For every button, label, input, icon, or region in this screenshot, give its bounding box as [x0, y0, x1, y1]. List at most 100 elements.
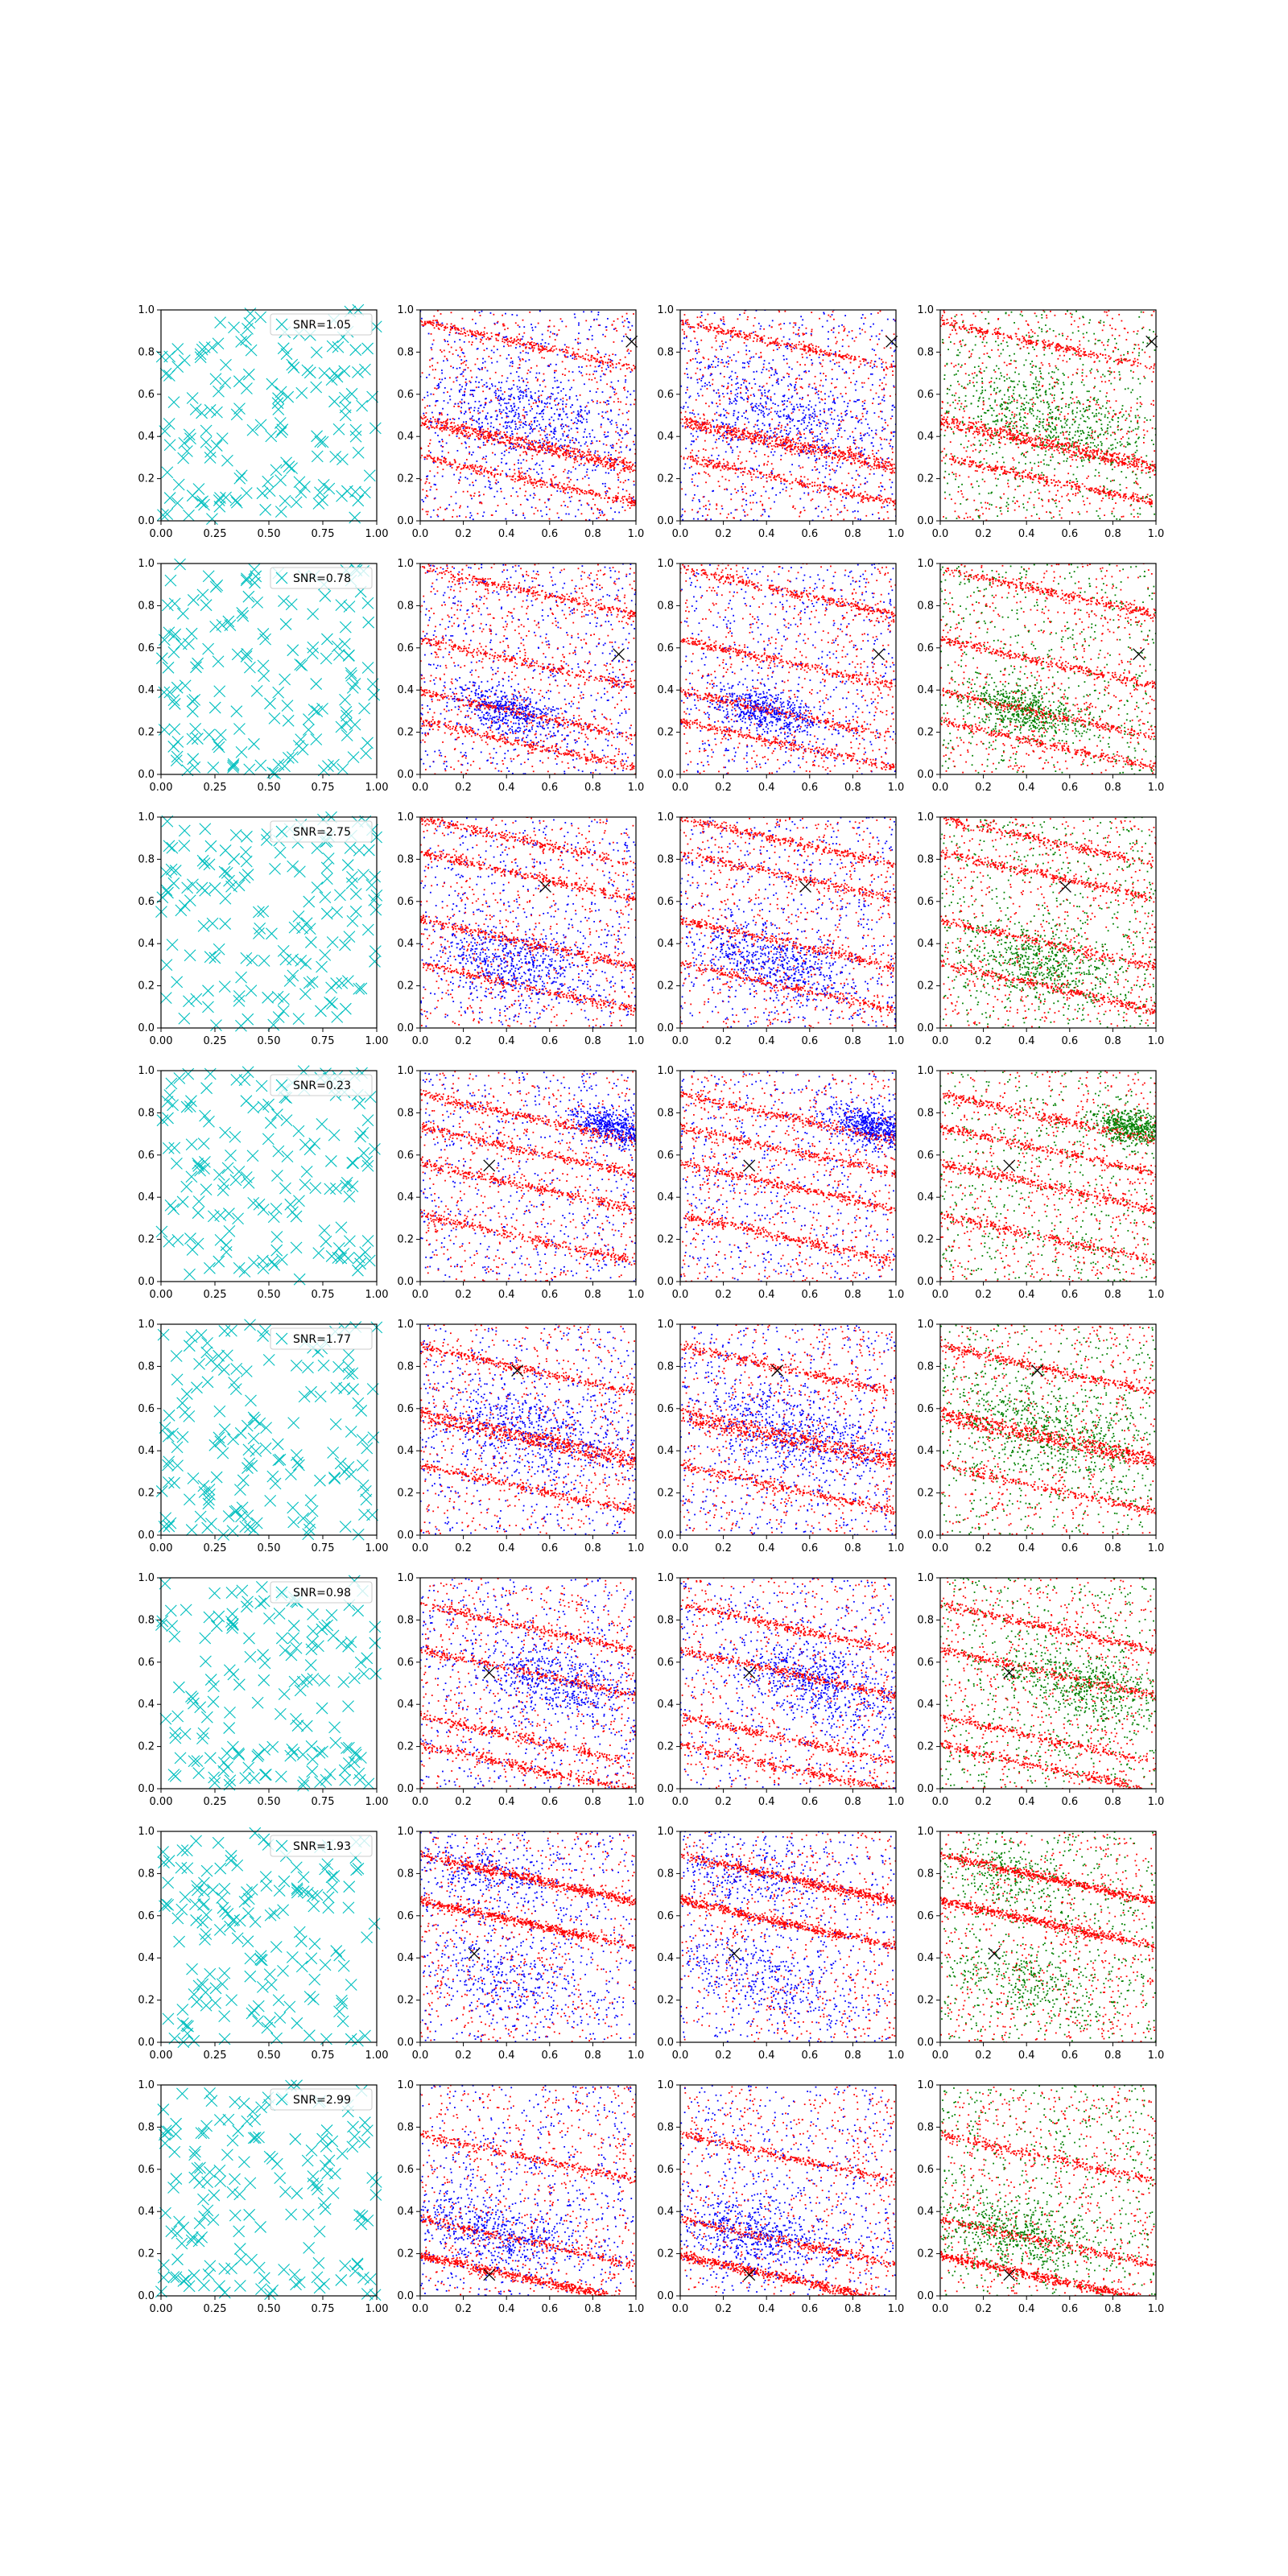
scatter-point	[770, 399, 772, 401]
scatter-point	[853, 460, 855, 461]
scatter-point	[477, 446, 479, 448]
scatter-point	[502, 437, 504, 439]
scatter-point	[791, 369, 793, 370]
x-marker	[350, 431, 361, 442]
scatter-point	[478, 433, 480, 435]
scatter-point	[500, 405, 502, 407]
scatter-point	[795, 444, 796, 445]
scatter-point	[797, 407, 799, 408]
scatter-point	[737, 387, 739, 389]
x-marker	[183, 510, 194, 521]
scatter-point	[599, 361, 601, 362]
scatter-point	[569, 489, 571, 490]
scatter-point	[519, 367, 521, 369]
scatter-point	[588, 477, 590, 479]
scatter-point	[749, 436, 751, 437]
scatter-point	[724, 365, 725, 367]
scatter-point	[885, 419, 886, 421]
scatter-point	[820, 351, 822, 353]
scatter-point	[481, 369, 483, 370]
scatter-point	[515, 347, 517, 349]
scatter-point	[697, 316, 699, 318]
scatter-point	[493, 345, 495, 347]
scatter-point	[723, 320, 724, 322]
scatter-point	[437, 466, 439, 468]
scatter-point	[790, 471, 791, 473]
scatter-point	[777, 381, 778, 382]
scatter-point	[604, 431, 605, 433]
scatter-point	[570, 447, 572, 448]
scatter-point	[544, 349, 546, 350]
scatter-point	[616, 422, 617, 423]
scatter-point	[588, 454, 590, 456]
scatter-point	[444, 341, 446, 342]
scatter-point	[586, 349, 588, 351]
scatter-point	[505, 313, 506, 315]
scatter-point	[593, 464, 595, 466]
scatter-point	[591, 456, 592, 458]
scatter-point	[430, 418, 431, 419]
scatter-point	[742, 499, 744, 501]
scatter-point	[741, 462, 743, 464]
scatter-point	[431, 349, 432, 350]
scatter-point	[630, 428, 631, 430]
scatter-point	[458, 418, 460, 419]
scatter-point	[687, 322, 688, 324]
scatter-point	[425, 497, 427, 498]
scatter-point	[716, 433, 718, 435]
scatter-point	[620, 501, 621, 502]
scatter-point	[618, 414, 620, 415]
scatter-point	[467, 465, 469, 467]
scatter-point	[532, 350, 534, 352]
scatter-point	[598, 493, 600, 495]
scatter-point	[460, 477, 461, 478]
scatter-point	[466, 459, 468, 460]
scatter-point	[465, 447, 467, 448]
scatter-point	[860, 432, 861, 434]
x-marker	[162, 467, 173, 478]
scatter-point	[529, 468, 530, 469]
scatter-point	[579, 489, 580, 490]
scatter-point	[861, 437, 863, 439]
scatter-point	[838, 451, 840, 452]
scatter-point	[563, 491, 564, 493]
scatter-point	[478, 491, 480, 493]
scatter-point	[441, 424, 443, 426]
scatter-point	[576, 427, 577, 429]
scatter-point	[592, 357, 594, 359]
scatter-point	[486, 419, 488, 420]
scatter-point	[552, 333, 554, 335]
scatter-point	[578, 324, 580, 326]
scatter-point	[884, 489, 886, 490]
scatter-point	[693, 327, 695, 328]
scatter-point	[581, 416, 583, 418]
scatter-point	[451, 323, 452, 324]
scatter-point	[548, 498, 550, 500]
scatter-point	[704, 386, 706, 387]
scatter-point	[457, 355, 459, 357]
scatter-point	[539, 352, 540, 353]
scatter-point	[708, 473, 709, 475]
scatter-point	[597, 459, 599, 460]
scatter-point	[578, 332, 580, 334]
scatter-point	[734, 489, 736, 490]
scatter-point	[501, 398, 502, 400]
scatter-point	[753, 371, 755, 373]
scatter-point	[783, 323, 785, 324]
scatter-point	[727, 329, 729, 331]
x-marker	[279, 495, 291, 506]
scatter-point	[584, 476, 586, 477]
scatter-point	[539, 395, 540, 397]
scatter-point	[510, 389, 511, 390]
scatter-point	[733, 327, 735, 328]
scatter-point	[834, 452, 836, 454]
scatter-point	[723, 408, 724, 410]
scatter-point	[598, 312, 600, 313]
scatter-point	[537, 510, 539, 512]
scatter-point	[809, 354, 811, 356]
scatter-point	[613, 320, 615, 322]
x-marker	[204, 452, 216, 463]
scatter-point	[770, 407, 772, 409]
scatter-point	[542, 473, 543, 474]
scatter-point	[737, 458, 739, 460]
